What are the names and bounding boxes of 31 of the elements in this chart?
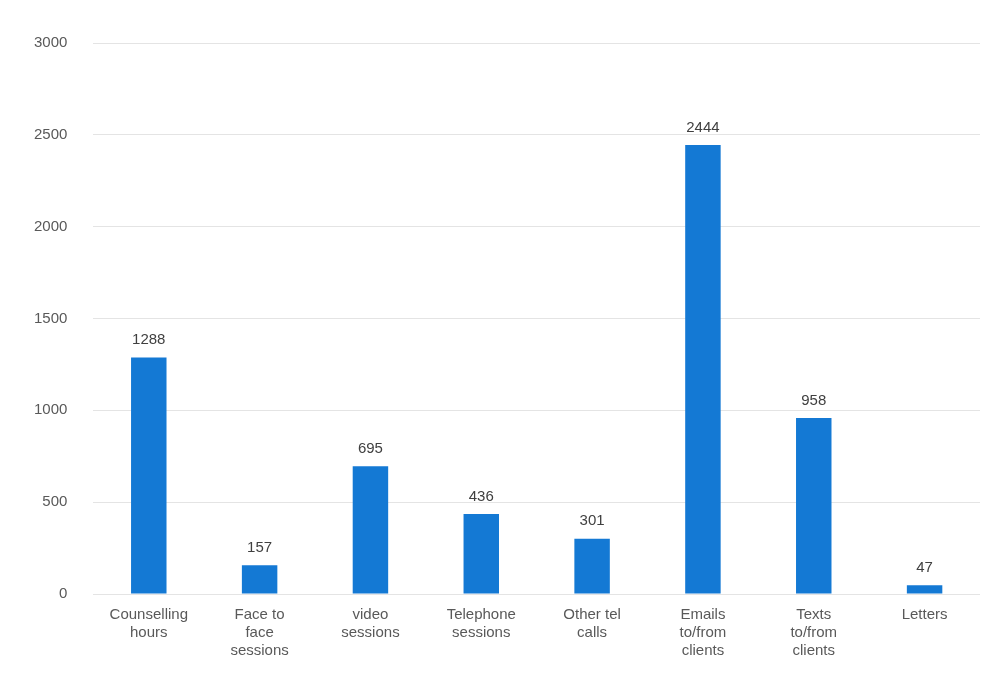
data-label: 157 xyxy=(247,537,273,555)
bar xyxy=(574,538,610,594)
y-tick-label: 2000 xyxy=(33,216,68,234)
x-tick-label: Letters xyxy=(901,605,948,623)
y-tick-label: 500 xyxy=(42,492,68,510)
data-label: 958 xyxy=(801,390,827,408)
y-tick-label: 2500 xyxy=(33,124,68,142)
bar xyxy=(352,466,389,594)
bar xyxy=(685,145,721,594)
data-label: 47 xyxy=(916,558,933,576)
x-tick-label: Texts to/from clients xyxy=(790,605,838,659)
bar xyxy=(796,418,832,594)
data-label: 301 xyxy=(579,511,605,529)
bar xyxy=(906,585,943,594)
x-tick-label: Counselling hours xyxy=(109,605,188,641)
y-tick-label: 1000 xyxy=(33,400,68,418)
data-label: 1288 xyxy=(132,330,166,348)
bar xyxy=(131,357,167,594)
x-tick-label: Telephone sessions xyxy=(446,605,516,641)
y-tick-label: 0 xyxy=(59,584,68,602)
data-label: 695 xyxy=(357,438,383,456)
x-tick-label: Face to face sessions xyxy=(230,605,289,659)
y-tick-label: 3000 xyxy=(33,33,68,51)
bar xyxy=(463,513,499,594)
x-tick-label: Emails to/from clients xyxy=(679,605,727,659)
x-tick-label: Other tel calls xyxy=(563,605,621,641)
x-tick-label: video sessions xyxy=(341,605,400,641)
data-label: 2444 xyxy=(686,117,720,135)
bar xyxy=(241,565,278,594)
y-tick-label: 1500 xyxy=(33,308,68,326)
data-label: 436 xyxy=(468,486,494,504)
